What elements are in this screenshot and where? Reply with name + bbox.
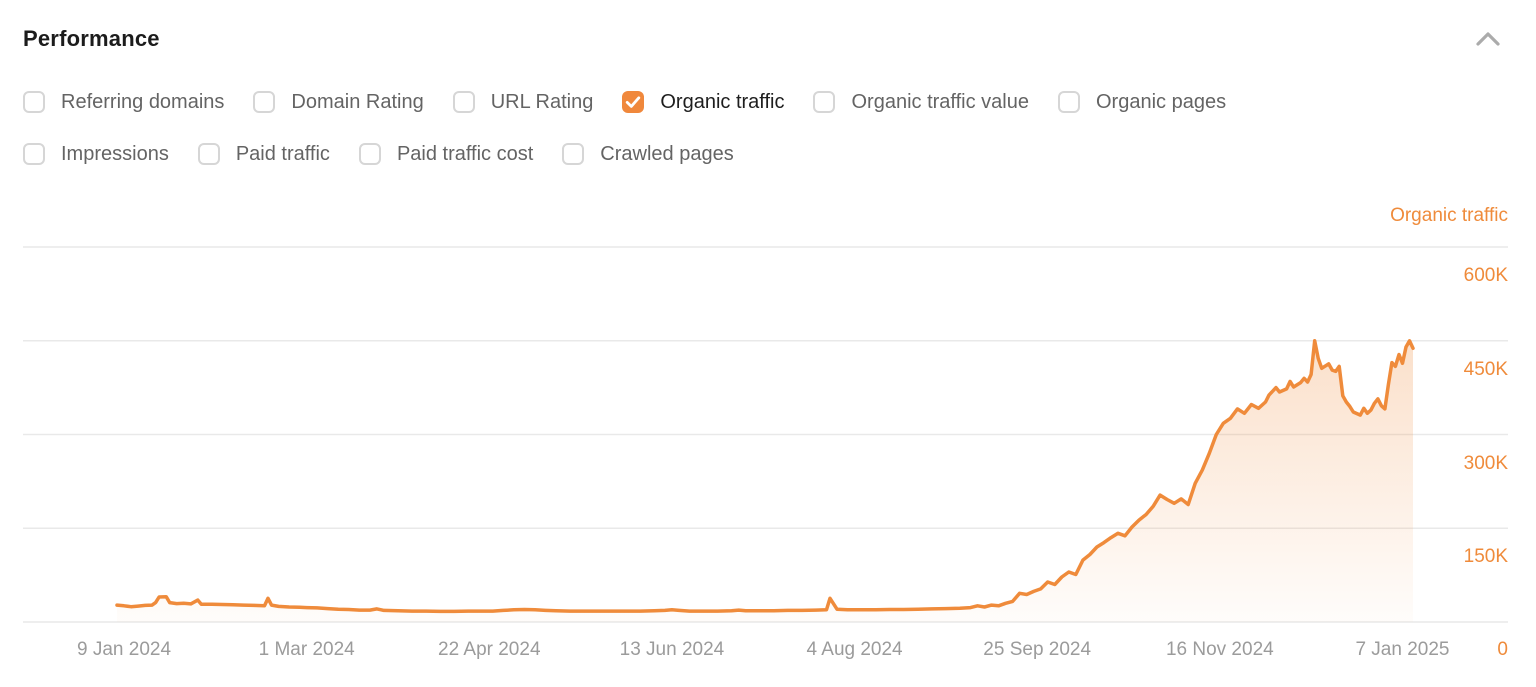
unchecked-checkbox[interactable] — [23, 143, 45, 165]
metric-checkbox-organic-traffic-value[interactable]: Organic traffic value — [813, 91, 1029, 113]
unchecked-checkbox[interactable] — [358, 143, 381, 165]
y-axis-tick-150K: 150K — [1463, 546, 1508, 568]
unchecked-checkbox[interactable] — [197, 143, 220, 165]
x-axis-tick-4-aug-2024: 4 Aug 2024 — [806, 639, 903, 660]
chart-legend: Organic traffic — [1390, 205, 1508, 226]
collapse-button[interactable] — [1466, 22, 1510, 56]
metric-checkbox-url-rating[interactable]: URL Rating — [452, 91, 594, 113]
metrics-row-1: Referring domains Domain Rating URL Rating… — [23, 91, 1226, 113]
check-icon — [626, 96, 641, 108]
metric-checkbox-organic-traffic[interactable]: Organic traffic — [622, 91, 784, 113]
organic-traffic-line — [115, 339, 1415, 614]
x-axis-tick-7-jan-2025: 7 Jan 2025 — [1355, 639, 1450, 660]
chevron-up-icon — [1476, 32, 1500, 46]
metric-checkbox-domain-rating[interactable]: Domain Rating — [253, 91, 424, 113]
metric-checkbox-paid-traffic-cost[interactable]: Paid traffic cost — [358, 143, 534, 165]
x-axis-tick-13-jun-2024: 13 Jun 2024 — [619, 639, 725, 660]
metric-label: Crawled pages — [600, 143, 734, 165]
x-axis-tick-22-apr-2024: 22 Apr 2024 — [438, 639, 541, 660]
x-axis-tick-16-nov-2024: 16 Nov 2024 — [1165, 639, 1274, 660]
metric-checkbox-crawled-pages[interactable]: Crawled pages — [562, 143, 734, 165]
metric-label: Paid traffic cost — [396, 143, 534, 165]
y-axis-tick-450K: 450K — [1463, 358, 1508, 380]
y-axis-tick-300K: 300K — [1463, 452, 1508, 474]
metric-label: Referring domains — [61, 91, 225, 113]
metric-checkbox-paid-traffic[interactable]: Paid traffic — [197, 143, 330, 165]
unchecked-checkbox[interactable] — [1057, 91, 1080, 113]
metric-label: URL Rating — [490, 91, 594, 113]
panel-title: Performance — [23, 26, 160, 51]
y-axis-tick-600K: 600K — [1463, 265, 1508, 286]
metric-checkbox-impressions[interactable]: Impressions — [23, 143, 169, 165]
unchecked-checkbox[interactable] — [813, 91, 836, 113]
metrics-row-2: Impressions Paid traffic Paid traffic cost… — [23, 143, 734, 165]
unchecked-checkbox[interactable] — [452, 91, 475, 113]
organic-traffic-area — [117, 340, 1413, 622]
metric-label: Paid traffic — [235, 143, 330, 165]
unchecked-checkbox[interactable] — [23, 91, 45, 113]
x-axis-tick-9-jan-2024: 9 Jan 2024 — [77, 639, 172, 660]
metric-checkbox-referring-domains[interactable]: Referring domains — [23, 91, 224, 113]
unchecked-checkbox[interactable] — [253, 91, 276, 113]
metric-checkbox-organic-pages[interactable]: Organic pages — [1057, 91, 1227, 113]
unchecked-checkbox[interactable] — [562, 143, 585, 165]
metric-label: Domain Rating — [291, 91, 424, 113]
x-axis-tick-1-mar-2024: 1 Mar 2024 — [258, 639, 355, 660]
metric-label: Organic traffic value — [851, 91, 1029, 113]
metric-label: Organic pages — [1095, 91, 1227, 113]
checked-checkbox[interactable] — [622, 91, 645, 113]
x-axis-tick-25-sep-2024: 25 Sep 2024 — [983, 639, 1092, 660]
metric-label: Impressions — [61, 143, 169, 165]
metric-label: Organic traffic — [660, 91, 785, 113]
y-axis-tick-0: 0 — [1497, 639, 1508, 660]
